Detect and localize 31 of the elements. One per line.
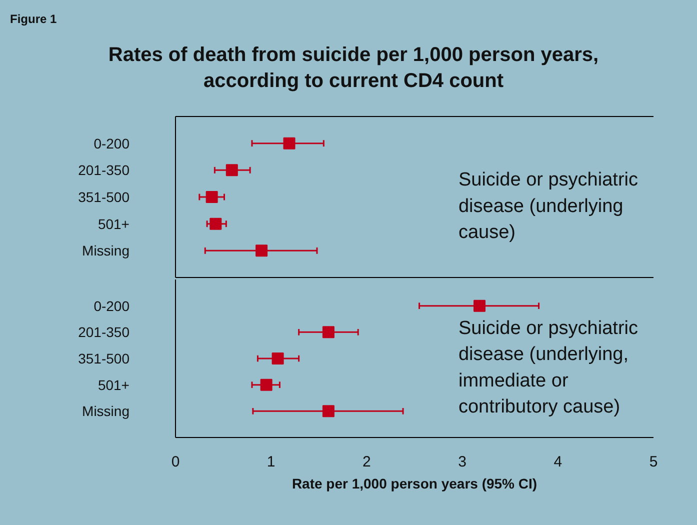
y-tick-label: 0-200: [94, 298, 130, 314]
point: [256, 244, 268, 257]
y-tick-label: Missing: [82, 242, 130, 259]
y-tick-label: 351-500: [78, 189, 130, 205]
y-tick-label: 351-500: [78, 350, 130, 366]
y-tick-label: 0-200: [94, 135, 130, 152]
point: [206, 191, 218, 203]
x-axis-title: Rate per 1,000 person years (95% CI): [292, 476, 538, 492]
point: [210, 218, 222, 230]
point: [260, 378, 272, 391]
y-tick-label: 501+: [98, 216, 130, 232]
y-tick-label: 201-350: [78, 324, 130, 340]
y-tick-label: 201-350: [78, 162, 130, 178]
point: [322, 326, 334, 338]
x-tick-label: 1: [266, 454, 276, 470]
annotation: Suicide or psychiatric disease (underlying cause): [458, 170, 638, 244]
y-tick-label: Missing: [82, 403, 130, 420]
annotation: Suicide or psychiatric disease (underlying, immediate or contributory cause): [458, 318, 638, 418]
x-tick-label: 5: [649, 454, 658, 470]
x-tick-label: 3: [458, 454, 466, 470]
point: [474, 300, 486, 312]
point: [226, 164, 238, 176]
point: [272, 352, 284, 364]
y-tick-label: 501+: [98, 376, 130, 393]
caption: Figure 1: [9, 11, 58, 28]
x-tick-label: 2: [362, 454, 371, 470]
point: [322, 405, 334, 418]
x-tick-label: 4: [554, 454, 562, 470]
point: [283, 137, 296, 150]
chart-title: Rates of death from suicide per 1,000 person years, according to current CD4 count: [107, 43, 600, 94]
x-tick-label: 0: [171, 454, 180, 470]
